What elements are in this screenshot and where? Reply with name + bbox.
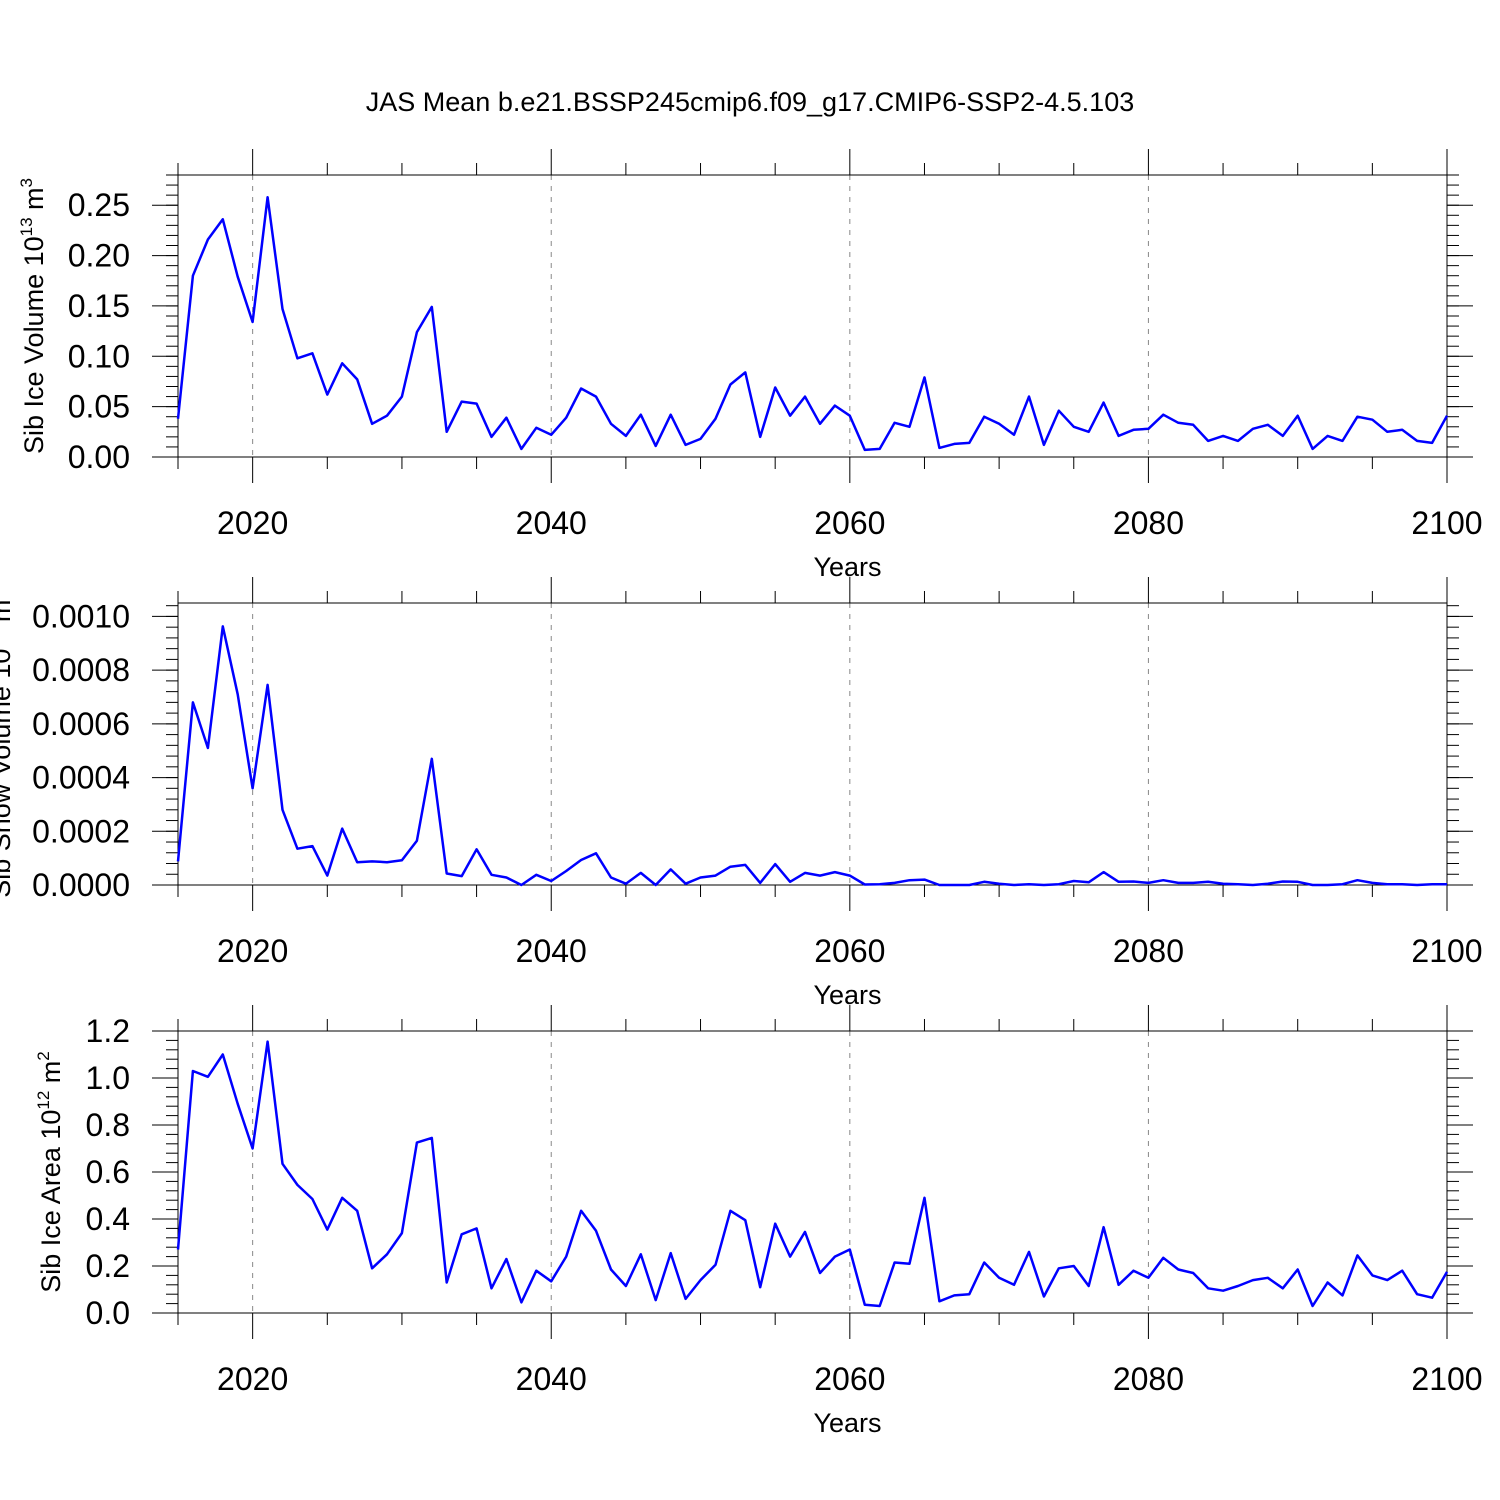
chart-panel-1: 0.00 0.05 0.10 0.15 0.20 0.25 2020 2040 2060 2080…: [17, 149, 1483, 582]
figure-title: JAS Mean b.e21.BSSP245cmip6.f09_g17.CMIP…: [366, 87, 1134, 117]
y-tick-label: 0.0010: [32, 598, 130, 634]
x-tick-label: 2080: [1113, 505, 1184, 541]
y-tick-label: 0.4: [86, 1201, 130, 1237]
x-tick-label: 2040: [516, 505, 587, 541]
x-tick-label: 2100: [1411, 933, 1482, 969]
x-tick-label: 2060: [814, 505, 885, 541]
x-tick-label: 2080: [1113, 933, 1184, 969]
y-tick-label: 0.6: [86, 1154, 130, 1190]
y-tick-label: 0.05: [68, 389, 130, 425]
x-axis-label: Years: [813, 1408, 881, 1438]
y-tick-label: 0.00: [68, 439, 130, 475]
chart-panel-3: 0.0 0.2 0.4 0.6 0.8 1.0 1.2 2020 2040 2060 2080 210…: [34, 1005, 1483, 1438]
plot-frame: [177, 174, 1448, 458]
y-tick-label: 0.0006: [32, 706, 130, 742]
x-tick-label: 2080: [1113, 1361, 1184, 1397]
x-axis-label: Years: [813, 552, 881, 582]
panels: 0.00 0.05 0.10 0.15 0.20 0.25 2020 2040 2060 2080…: [0, 149, 1483, 1438]
x-tick-label: 2020: [217, 933, 288, 969]
x-tick-label: 2100: [1411, 505, 1482, 541]
x-tick-label: 2040: [516, 933, 587, 969]
x-axis-label: Years: [813, 980, 881, 1010]
y-tick-label: 0.0008: [32, 652, 130, 688]
plot-frame: [177, 602, 1448, 886]
x-tick-label: 2060: [814, 1361, 885, 1397]
y-tick-label: 0.0: [86, 1295, 130, 1331]
x-tick-label: 2100: [1411, 1361, 1482, 1397]
y-axis-label: Sib Ice Volume 1013 m3: [17, 178, 49, 454]
y-tick-label: 0.10: [68, 338, 130, 374]
y-tick-label: 0.0002: [32, 813, 130, 849]
x-tick-label: 2060: [814, 933, 885, 969]
x-tick-label: 2040: [516, 1361, 587, 1397]
y-tick-label: 1.0: [86, 1060, 130, 1096]
y-tick-label: 0.15: [68, 288, 130, 324]
plot-frame: [177, 1030, 1448, 1314]
y-axis-label: Sib Snow Volume 1013 m3: [0, 590, 16, 898]
y-axis-label: Sib Ice Area 1012 m2: [34, 1051, 66, 1293]
y-tick-label: 0.25: [68, 187, 130, 223]
series-line: [176, 195, 1449, 452]
y-tick-label: 0.20: [68, 238, 130, 274]
y-tick-label: 0.2: [86, 1248, 130, 1284]
series-line: [176, 625, 1447, 887]
y-tick-label: 0.0004: [32, 760, 130, 796]
y-tick-label: 1.2: [86, 1013, 130, 1049]
x-tick-label: 2020: [217, 1361, 288, 1397]
y-tick-label: 0.8: [86, 1107, 130, 1143]
series-line: [176, 1040, 1449, 1308]
x-tick-label: 2020: [217, 505, 288, 541]
chart-panel-2: 0.0000 0.0002 0.0004 0.0006 0.0008 0.0010 2020…: [0, 577, 1483, 1010]
y-tick-label: 0.0000: [32, 867, 130, 903]
